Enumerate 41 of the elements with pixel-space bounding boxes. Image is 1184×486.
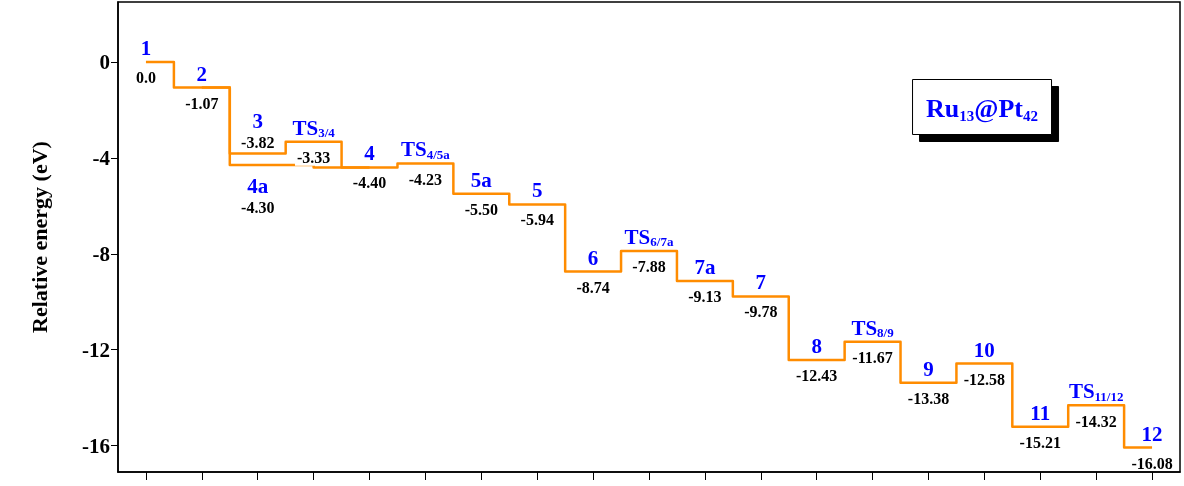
series-label: 4a bbox=[247, 174, 269, 199]
data-label: -1.07 bbox=[185, 94, 219, 112]
x-tick-label: 8 bbox=[811, 334, 822, 359]
data-label: -9.78 bbox=[744, 303, 778, 321]
x-tick-label: 9 bbox=[923, 356, 934, 381]
data-label: 0.0 bbox=[135, 68, 156, 86]
data-label: -12.58 bbox=[963, 370, 1006, 388]
data-label: -13.38 bbox=[907, 389, 950, 407]
data-label: -5.94 bbox=[520, 211, 554, 229]
y-tick-label: -16 bbox=[82, 433, 110, 458]
x-tick-label: 2 bbox=[196, 61, 208, 86]
x-tick-label: 3 bbox=[252, 108, 263, 133]
data-label: -3.33 bbox=[296, 149, 331, 167]
y-tick-label: -12 bbox=[82, 337, 110, 362]
data-label: -4.23 bbox=[408, 170, 443, 188]
x-tick-label: 4 bbox=[364, 141, 376, 166]
x-tick-label: 7a bbox=[694, 254, 716, 279]
x-tick-label: 11 bbox=[1030, 400, 1051, 425]
data-label: -14.32 bbox=[1075, 412, 1117, 430]
x-tick-label: 10 bbox=[973, 337, 995, 362]
y-axis-title: Relative energy (eV) bbox=[26, 141, 52, 333]
data-label: -9.13 bbox=[688, 287, 722, 305]
x-tick-label: 1 bbox=[140, 35, 152, 60]
x-tick-label: 7 bbox=[755, 270, 767, 295]
x-tick-label: 5a bbox=[470, 167, 493, 192]
data-label: -7.88 bbox=[632, 258, 666, 276]
data-label: -12.43 bbox=[796, 367, 838, 385]
data-label: -15.21 bbox=[1019, 433, 1061, 451]
x-tick-label: 6 bbox=[587, 245, 599, 270]
data-label: -4.40 bbox=[352, 174, 387, 192]
data-label: -5.50 bbox=[464, 200, 498, 218]
data-label: -11.67 bbox=[852, 349, 893, 367]
y-tick-label: -4 bbox=[92, 145, 111, 170]
y-tick-label: -8 bbox=[92, 241, 110, 266]
y-tick-label: 0 bbox=[99, 49, 110, 74]
data-label: -16.08 bbox=[1131, 454, 1173, 472]
x-tick-label: 12 bbox=[1141, 421, 1163, 446]
data-label: -3.82 bbox=[241, 133, 275, 151]
data-label: -4.30 bbox=[241, 199, 275, 217]
data-label: -8.74 bbox=[576, 278, 610, 296]
x-tick-label: 5 bbox=[531, 178, 543, 203]
